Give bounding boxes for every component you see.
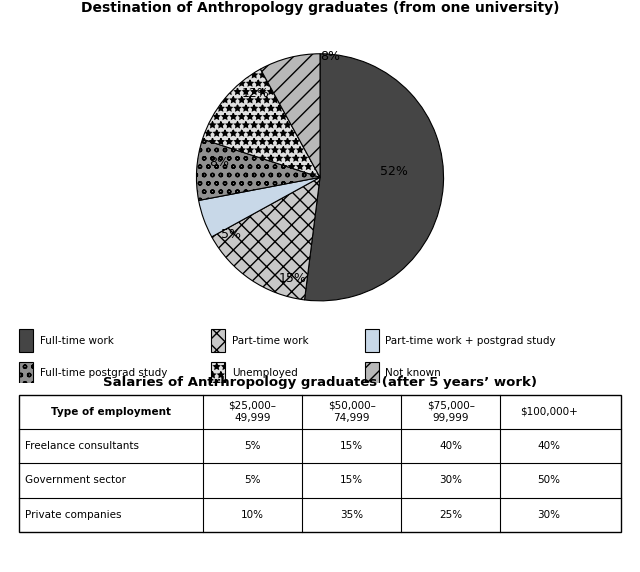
Text: 52%: 52%: [380, 165, 408, 178]
Text: 40%: 40%: [439, 441, 462, 451]
FancyBboxPatch shape: [19, 395, 621, 532]
Text: 30%: 30%: [439, 475, 462, 486]
FancyBboxPatch shape: [211, 329, 225, 352]
Text: $25,000–
49,999: $25,000– 49,999: [228, 400, 276, 423]
Wedge shape: [202, 69, 320, 177]
Text: 5%: 5%: [244, 475, 260, 486]
Text: Not known: Not known: [385, 368, 441, 378]
Text: Full-time postgrad study: Full-time postgrad study: [40, 368, 167, 378]
Title: Salaries of Antrhropology graduates (after 5 years’ work): Salaries of Antrhropology graduates (aft…: [103, 376, 537, 390]
Text: 50%: 50%: [537, 475, 560, 486]
Text: 15%: 15%: [340, 441, 363, 451]
Wedge shape: [305, 54, 444, 301]
FancyBboxPatch shape: [211, 362, 225, 384]
Text: Part-time work + postgrad study: Part-time work + postgrad study: [385, 336, 556, 346]
FancyBboxPatch shape: [365, 362, 379, 384]
Text: 35%: 35%: [340, 510, 363, 520]
Wedge shape: [198, 177, 320, 237]
Text: 15%: 15%: [340, 475, 363, 486]
Text: 40%: 40%: [537, 441, 560, 451]
Text: 8%: 8%: [320, 50, 340, 63]
Text: 5%: 5%: [244, 441, 260, 451]
Text: Part-time work: Part-time work: [232, 336, 308, 346]
Wedge shape: [260, 54, 320, 177]
Text: Freelance consultants: Freelance consultants: [25, 441, 140, 451]
Text: $100,000+: $100,000+: [520, 407, 577, 417]
Text: $75,000–
99,999: $75,000– 99,999: [427, 400, 475, 423]
Wedge shape: [196, 139, 320, 200]
Text: $50,000–
74,999: $50,000– 74,999: [328, 400, 376, 423]
Text: 8%: 8%: [209, 156, 228, 169]
Text: Private companies: Private companies: [25, 510, 122, 520]
FancyBboxPatch shape: [365, 329, 379, 352]
Title: Destination of Anthropology graduates (from one university): Destination of Anthropology graduates (f…: [81, 1, 559, 15]
Text: 10%: 10%: [241, 510, 264, 520]
FancyBboxPatch shape: [19, 329, 33, 352]
FancyBboxPatch shape: [19, 362, 33, 384]
Text: 5%: 5%: [221, 228, 241, 241]
Wedge shape: [212, 177, 320, 300]
Text: Unemployed: Unemployed: [232, 368, 298, 378]
Text: 15%: 15%: [279, 272, 307, 285]
Text: Full-time work: Full-time work: [40, 336, 113, 346]
Text: Type of employment: Type of employment: [51, 407, 171, 417]
Text: 12%: 12%: [242, 87, 269, 100]
Text: 30%: 30%: [537, 510, 560, 520]
Text: 25%: 25%: [439, 510, 463, 520]
Text: Government sector: Government sector: [25, 475, 126, 486]
